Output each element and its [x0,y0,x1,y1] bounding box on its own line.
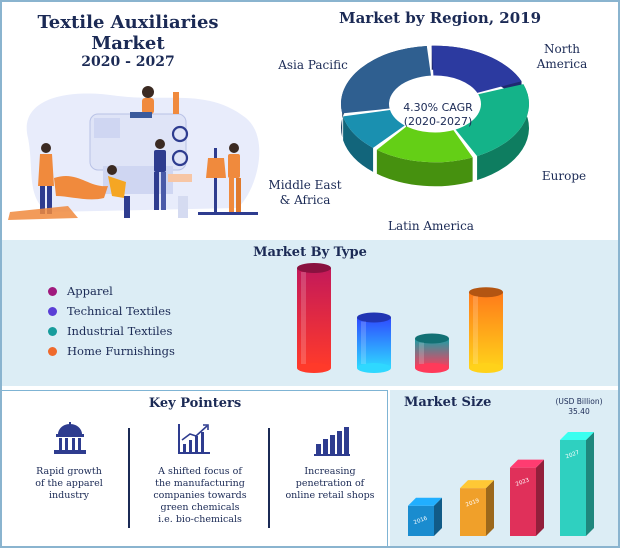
report-title: Textile Auxiliaries Market [28,12,228,54]
institution-icon [54,422,86,454]
pointer-line: Rapid growth [36,466,102,477]
legend-label: Home Furnishings [67,344,175,358]
forecast-years: 2020 - 2027 [81,54,175,70]
legend-dot [48,286,57,296]
size-bar-2016: 2016 [408,497,442,536]
size-bar-year-label: 2019 [465,498,481,509]
size-bar-2027: 2027 [560,432,594,536]
region-slice-asia-pacific [341,45,431,138]
region-slice-europe [455,84,529,181]
label-mea-line1: Middle East [268,178,342,192]
key-pointers-title: Key Pointers [148,396,242,411]
label-north-america-line1: North [543,42,580,56]
size-bar-2019: 2019 [460,480,494,536]
pointer-line: the manufacturing [155,478,245,489]
pointer-online-retail: Increasing penetration of online retail … [272,466,388,502]
pointer-line: i.e. bio-chemicals [158,514,242,525]
legend-item-technical-textiles: Technical Textiles [48,303,171,319]
legend-label: Industrial Textiles [67,324,173,338]
legend-dot [48,326,57,336]
market-size-title: Market Size [404,395,492,410]
legend-item-home-furnishings: Home Furnishings [48,343,175,359]
pointer-line: A shifted focus of [158,466,242,477]
market-by-type-chart [297,263,503,373]
size-bar-year-label: 2023 [515,477,531,488]
label-north-america: North America [530,42,594,72]
textile-workers-illustration [8,86,260,220]
region-chart-title: Market by Region, 2019 [338,9,542,27]
label-mea-line2: & Africa [279,193,331,207]
legend-label: Technical Textiles [67,304,171,318]
legend-dot [48,306,57,316]
unit-label: (USD Billion) [555,397,603,406]
legend-dot [48,346,57,356]
label-europe: Europe [541,169,587,183]
pointer-apparel-growth: Rapid growth of the apparel industry [10,466,128,502]
region-donut-chart [341,45,529,187]
size-bar-year-label: 2027 [565,450,581,461]
market-size-chart: 2016 2019 2023 2027 [408,432,594,536]
pointer-divider-2 [268,428,270,528]
region-slice-north-america [431,45,522,106]
pointer-line: green chemicals [160,502,240,513]
growth-chart-icon [178,424,210,454]
label-middle-east-africa: Middle East & Africa [262,178,348,208]
cagr-label: 4.30% CAGR (2020-2027) [388,101,488,129]
type-bar-apparel [297,263,331,373]
pointer-line: Increasing [304,466,356,477]
cagr-period: (2020-2027) [403,115,473,128]
title-line-1: Textile Auxiliaries [37,12,219,33]
type-bar-home-furnishings [469,287,503,373]
region-slice-latin-america [376,126,473,187]
legend-item-industrial-textiles: Industrial Textiles [48,323,172,339]
pointer-green-chemicals: A shifted focus of the manufacturing com… [138,466,262,526]
legend-label: Apparel [67,284,113,298]
size-bar-year-label: 2016 [413,515,429,526]
type-bar-technical-textiles [357,312,391,373]
pointer-line: industry [49,490,89,501]
max-value-label: 35.40 [568,407,590,416]
pointer-divider-1 [128,428,130,528]
legend-item-apparel: Apparel [48,283,113,299]
type-bar-industrial-textiles [415,333,449,373]
pointer-line: penetration of [295,478,365,489]
pointer-line: online retail shops [285,490,375,501]
type-section-title: Market By Type [253,245,367,260]
market-size-unit: (USD Billion) 35.40 [548,397,610,417]
title-line-2: Market [91,33,165,54]
label-north-america-line2: America [536,57,588,71]
size-bar-2023: 2023 [510,459,544,536]
key-pointers-section [2,390,388,546]
pointer-line: of the apparel [35,478,103,489]
label-latin-america: Latin America [388,219,474,233]
cagr-value: 4.30% CAGR [403,101,473,114]
label-asia-pacific: Asia Pacific [278,58,348,72]
bar-graph-icon [314,427,350,456]
region-slice-middle-east-africa [343,110,405,172]
pointer-line: companies towards [153,490,247,501]
